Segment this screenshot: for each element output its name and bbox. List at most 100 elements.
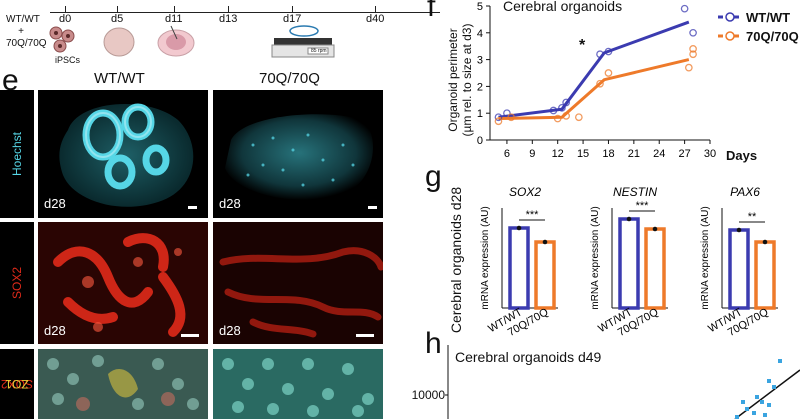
data-point-wt xyxy=(549,106,558,115)
data-point-wt xyxy=(494,113,503,122)
scale-bar xyxy=(356,334,374,337)
tick-d17 xyxy=(292,6,293,13)
scatter-point xyxy=(772,385,776,389)
bar-y-axis-label: mRNA expression (AU) xyxy=(590,206,601,309)
x-tick-label: 9 xyxy=(529,148,535,160)
legend-item-70q: 70Q/70Q xyxy=(746,29,799,44)
shaker-rpm: 85 rpm xyxy=(311,48,327,54)
hoechst-wt-drawing xyxy=(59,103,194,207)
scatter-point xyxy=(767,379,771,383)
scatter-trend-line xyxy=(734,369,800,419)
scatter-point xyxy=(752,411,756,415)
data-point-wt xyxy=(680,4,689,13)
bar-data-point xyxy=(516,225,522,231)
scatter-chart-d49 xyxy=(445,345,800,419)
data-point-70q xyxy=(596,79,604,88)
data-point-wt xyxy=(689,28,697,37)
chart-lines xyxy=(498,20,690,121)
data-point-wt xyxy=(503,109,511,118)
scatter-point xyxy=(735,415,739,419)
data-point-wt xyxy=(562,98,571,107)
y-tick-label: 0 xyxy=(477,135,483,147)
bar-70q xyxy=(754,240,776,310)
bar-data-point xyxy=(542,239,548,245)
bar-70q xyxy=(534,240,556,310)
x-axis-label-days: Days xyxy=(726,148,758,163)
panel-letter-h: h xyxy=(425,327,442,360)
scatter-point xyxy=(760,400,764,404)
timeline-illustrations xyxy=(49,25,335,58)
y-tick-label: 2 xyxy=(477,81,483,93)
sox2-70q-drawing xyxy=(213,222,383,344)
significance-star: * xyxy=(579,37,586,54)
row-label-text-hoechst: Hoechst xyxy=(10,131,24,177)
row-label-hoechst: Hoechst xyxy=(0,90,34,218)
column-header-70q: 70Q/70Q xyxy=(259,70,320,87)
image-sox2-wt: d28 xyxy=(38,222,208,344)
day-tag-hoechst-wt: d28 xyxy=(44,196,66,211)
row-label-g-text: Cerebral organoids d28 xyxy=(448,186,464,334)
x-tick-label: 27 xyxy=(678,148,690,160)
y-tick-label: 3 xyxy=(477,55,483,67)
data-point-wt xyxy=(558,103,566,112)
image-hoechst-70q: d28 xyxy=(213,90,383,218)
scatter-point xyxy=(745,407,749,411)
panel-letter-g: g xyxy=(425,160,442,193)
merge-wt-drawing xyxy=(38,349,208,419)
row-label-text-sox2: SOX2 xyxy=(10,266,24,300)
scatter-points xyxy=(735,359,782,419)
bar-chart-title: SOX2 xyxy=(509,185,541,199)
data-point-70q xyxy=(553,114,562,123)
chart-axes xyxy=(489,6,710,141)
data-point-70q xyxy=(684,63,693,72)
x-tick-label: 12 xyxy=(552,148,564,160)
scale-bar xyxy=(188,206,197,209)
row-label-sox2: SOX2 xyxy=(0,222,34,344)
data-point-70q xyxy=(689,45,697,53)
y-axis-label-f: Organoid perimeter (µm rel. to size at d… xyxy=(445,10,475,150)
series-line-70q xyxy=(498,58,690,121)
x-tick-label: 21 xyxy=(628,148,640,160)
tick-d40 xyxy=(375,6,376,13)
data-point-wt xyxy=(604,47,613,56)
bar-data-point xyxy=(626,216,632,222)
legend-item-wt: WT/WT xyxy=(746,10,791,25)
bar-data-point xyxy=(762,239,768,245)
day-tag-hoechst-70q: d28 xyxy=(219,196,241,211)
panel-letter-e: e xyxy=(2,64,19,97)
y-tick-label: 4 xyxy=(477,28,483,40)
scatter-point xyxy=(755,395,759,399)
chart-title-f: Cerebral organoids xyxy=(503,0,623,14)
day-d5: d5 xyxy=(111,13,124,25)
bar-chart-title: PAX6 xyxy=(730,185,760,199)
y-axis-label-f-text: Organoid perimeter (µm rel. to size at d… xyxy=(446,24,474,137)
image-merge-70q xyxy=(213,349,383,419)
genotype-plus: + xyxy=(18,26,24,37)
image-sox2-70q: d28 xyxy=(213,222,383,344)
timeline-axis xyxy=(50,12,440,13)
y-axis-label-line2: (µm rel. to size at d3) xyxy=(460,23,474,137)
bar-data-point xyxy=(736,227,742,233)
hoechst-70q-drawing xyxy=(225,114,373,201)
y-tick-10000: 10000 xyxy=(411,388,445,402)
merge-70q-drawing xyxy=(213,349,383,419)
embryoid-body-icon xyxy=(103,27,135,57)
row-label-g: Cerebral organoids d28 xyxy=(443,185,469,335)
bar-chart-title: NESTIN xyxy=(613,185,657,199)
orbital-shaker-icon xyxy=(271,25,335,58)
day-d13: d13 xyxy=(219,13,238,25)
bar-data-point xyxy=(652,226,658,232)
data-point-70q xyxy=(507,113,516,122)
x-tick-label: 6 xyxy=(504,148,510,160)
data-point-70q xyxy=(574,113,583,122)
tick-d5 xyxy=(117,6,118,13)
image-merge-wt xyxy=(38,349,208,419)
day-d0: d0 xyxy=(59,13,72,25)
legend-swatches xyxy=(718,12,742,41)
matrigel-droplet-icon xyxy=(157,25,195,57)
tick-d0 xyxy=(65,6,66,13)
data-point-70q xyxy=(604,69,613,77)
